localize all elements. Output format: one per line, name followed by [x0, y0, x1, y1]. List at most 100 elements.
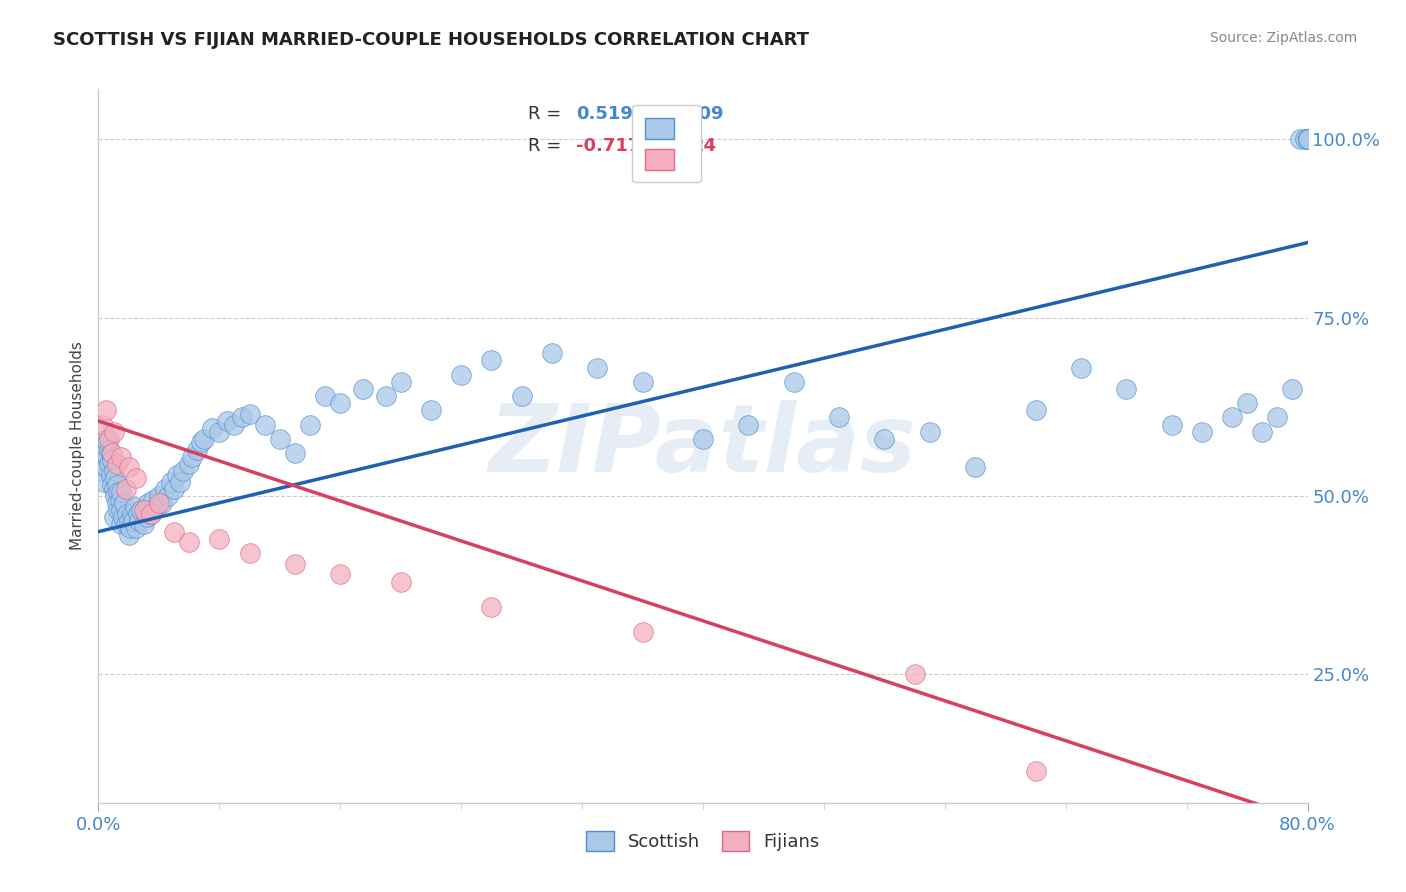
Y-axis label: Married-couple Households: Married-couple Households: [69, 342, 84, 550]
Text: N =: N =: [648, 137, 689, 155]
Point: [114, 517, 136, 532]
Point: [134, 503, 156, 517]
Point: [118, 528, 141, 542]
Point: [1070, 360, 1092, 375]
Point: [692, 432, 714, 446]
Point: [110, 517, 132, 532]
Text: N =: N =: [643, 105, 682, 123]
Point: [873, 432, 896, 446]
Point: [918, 425, 941, 439]
Point: [172, 464, 194, 478]
Point: [132, 517, 155, 532]
Point: [329, 396, 352, 410]
Point: [329, 567, 352, 582]
Point: [181, 450, 204, 464]
Point: [96, 435, 118, 450]
Point: [224, 417, 246, 432]
Point: [481, 353, 503, 368]
Text: Source: ZipAtlas.com: Source: ZipAtlas.com: [1209, 31, 1357, 45]
Point: [737, 417, 759, 432]
Point: [208, 532, 231, 546]
Point: [540, 346, 562, 360]
Point: [156, 489, 179, 503]
Point: [1296, 132, 1319, 146]
Point: [100, 467, 122, 482]
Text: SCOTTISH VS FIJIAN MARRIED-COUPLE HOUSEHOLDS CORRELATION CHART: SCOTTISH VS FIJIAN MARRIED-COUPLE HOUSEH…: [53, 31, 810, 49]
Point: [96, 450, 118, 464]
Point: [91, 417, 114, 432]
Point: [420, 403, 443, 417]
Point: [110, 450, 132, 464]
Point: [108, 492, 131, 507]
Point: [1296, 132, 1319, 146]
Point: [145, 500, 167, 514]
Point: [1251, 425, 1274, 439]
Point: [127, 507, 149, 521]
Point: [1115, 382, 1137, 396]
Point: [153, 482, 176, 496]
Text: 109: 109: [688, 105, 724, 123]
Point: [118, 460, 141, 475]
Text: R =: R =: [527, 137, 567, 155]
Point: [450, 368, 472, 382]
Point: [110, 503, 132, 517]
Point: [101, 478, 124, 492]
Point: [101, 453, 124, 467]
Point: [586, 360, 609, 375]
Point: [148, 489, 170, 503]
Point: [105, 478, 128, 492]
Point: [828, 410, 851, 425]
Point: [128, 514, 150, 528]
Point: [163, 482, 186, 496]
Point: [148, 496, 170, 510]
Point: [314, 389, 336, 403]
Point: [107, 503, 129, 517]
Point: [510, 389, 533, 403]
Legend: Scottish, Fijians: Scottish, Fijians: [579, 823, 827, 858]
Point: [91, 446, 114, 460]
Point: [1281, 382, 1303, 396]
Point: [1289, 132, 1312, 146]
Point: [101, 446, 124, 460]
Point: [1191, 425, 1213, 439]
Point: [135, 510, 157, 524]
Point: [284, 557, 307, 571]
Point: [103, 425, 125, 439]
Point: [231, 410, 253, 425]
Point: [104, 489, 127, 503]
Point: [112, 496, 135, 510]
Point: [389, 375, 412, 389]
Point: [374, 389, 396, 403]
Point: [179, 535, 201, 549]
Point: [783, 375, 806, 389]
Point: [299, 417, 322, 432]
Text: 24: 24: [692, 137, 717, 155]
Point: [141, 507, 163, 521]
Point: [1296, 132, 1319, 146]
Point: [193, 432, 215, 446]
Point: [93, 475, 115, 489]
Point: [110, 485, 132, 500]
Point: [284, 446, 307, 460]
Point: [1160, 417, 1182, 432]
Point: [125, 471, 148, 485]
Point: [1296, 132, 1319, 146]
Point: [160, 475, 183, 489]
Point: [103, 464, 125, 478]
Point: [1296, 132, 1319, 146]
Point: [115, 507, 138, 521]
Point: [1236, 396, 1258, 410]
Point: [98, 432, 121, 446]
Text: 0.519: 0.519: [576, 105, 633, 123]
Point: [904, 667, 927, 681]
Point: [103, 510, 125, 524]
Point: [965, 460, 987, 475]
Point: [107, 485, 129, 500]
Point: [136, 496, 159, 510]
Point: [114, 482, 136, 496]
Point: [208, 425, 231, 439]
Point: [169, 475, 191, 489]
Point: [239, 546, 262, 560]
Point: [190, 435, 212, 450]
Point: [132, 503, 155, 517]
